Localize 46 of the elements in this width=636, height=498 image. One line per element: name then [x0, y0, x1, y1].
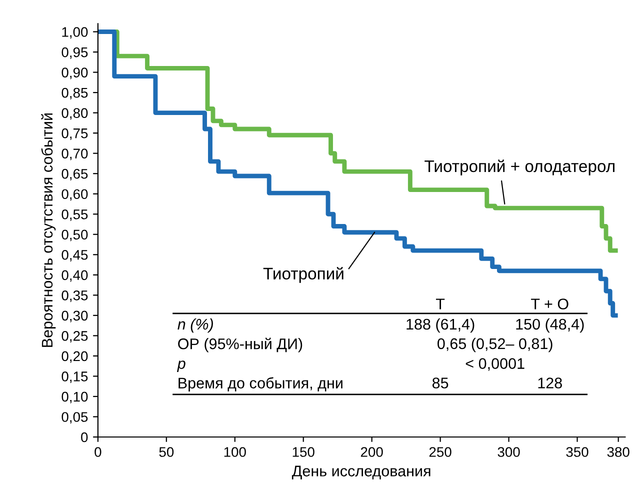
y-tick-label: 0,65 — [62, 168, 88, 180]
y-tick-label: 0,10 — [62, 392, 88, 404]
y-tick-label: 0,40 — [62, 270, 88, 282]
y-tick-label: 0,80 — [62, 108, 88, 120]
series-label: Тиотропий + олодатерол — [424, 160, 614, 176]
annotation: n (%) — [178, 318, 213, 333]
y-axis-title: Вероятность отсутствия событий — [41, 114, 56, 347]
x-tick-label: 100 — [224, 447, 246, 457]
x-tick-label: 300 — [498, 447, 520, 457]
annotation: ОР (95%-ный ДИ) — [178, 338, 302, 352]
y-tick-label: 0,95 — [62, 47, 88, 59]
y-tick-label: 0,30 — [62, 310, 88, 322]
y-tick-label: 0,25 — [62, 331, 88, 342]
y-tick-label: 0 — [81, 432, 88, 442]
x-tick-label: 150 — [292, 447, 314, 457]
annotation: 128 — [538, 378, 562, 388]
y-tick-label: 0,75 — [62, 128, 88, 140]
annotation: p — [176, 360, 186, 372]
annotation: T — [436, 298, 445, 310]
annotation: 150 (48,4) — [516, 318, 584, 333]
annotation: 0,65 (0,52– 0,81) — [438, 338, 552, 352]
x-tick-label: 0 — [94, 447, 102, 457]
x-tick-label: 50 — [159, 447, 174, 457]
annotation: 188 (61,4) — [406, 318, 474, 333]
annotation: T + O — [531, 298, 568, 310]
y-tick-label: 0,35 — [62, 290, 88, 302]
y-tick-label: 0,05 — [62, 412, 88, 424]
x-tick-label: 250 — [429, 447, 452, 457]
y-tick-label: 1,00 — [62, 27, 88, 39]
x-axis-title: День исследования — [292, 466, 430, 480]
annotation: 85 — [432, 378, 448, 388]
y-tick-label: 0,55 — [62, 209, 88, 221]
x-tick-label: 380 — [607, 447, 630, 457]
y-tick-label: 0,50 — [62, 230, 88, 242]
text: Тиотропий — [263, 266, 344, 283]
y-tick-label: 0,70 — [62, 148, 88, 160]
annotation: < 0,0001 — [466, 358, 524, 371]
annotation: Время до события, дни — [178, 377, 342, 392]
y-tick-label: 0,90 — [62, 68, 88, 80]
x-tick-label: 350 — [566, 447, 588, 457]
y-tick-label: 0,20 — [62, 351, 88, 363]
y-tick-label: 0,60 — [62, 189, 88, 201]
y-tick-label: 0,45 — [62, 250, 88, 262]
x-tick-label: 200 — [360, 447, 383, 457]
y-tick-label: 0,15 — [62, 372, 88, 384]
y-tick-label: 0,85 — [62, 88, 88, 100]
